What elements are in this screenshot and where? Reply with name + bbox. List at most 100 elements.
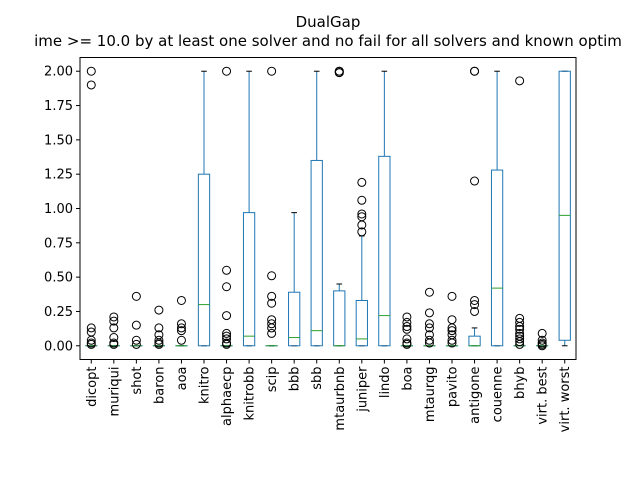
x-tick-label: dicopt [85, 367, 100, 407]
outlier-point [267, 298, 277, 308]
outlier-point [131, 339, 141, 349]
x-tick-label: lindo [378, 366, 393, 398]
outlier-point [515, 339, 525, 349]
chart-title: DualGap [296, 13, 361, 31]
box-aoa [175, 295, 188, 347]
box-baron [152, 305, 166, 349]
outlier-point [222, 265, 232, 275]
outlier-point [176, 323, 186, 333]
box-mtaurqg [423, 287, 436, 348]
outlier-point [470, 306, 480, 316]
outlier-point [357, 177, 367, 187]
outlier-point [470, 300, 480, 310]
outlier-point [86, 323, 96, 333]
outlier-point [222, 66, 232, 76]
outlier-point [447, 326, 457, 336]
box-virt-best [536, 328, 549, 351]
box-series [85, 66, 571, 351]
chart-subtitle: ime >= 10.0 by at least one solver and n… [34, 32, 622, 50]
outlier-point [109, 339, 119, 349]
outlier-point [402, 334, 412, 344]
outlier-point [176, 319, 186, 329]
outlier-point [515, 324, 525, 334]
outlier-point [424, 319, 434, 329]
outlier-point [357, 209, 367, 219]
y-tick-label: 0.25 [44, 305, 73, 320]
x-tick-label: bhyb [513, 367, 528, 399]
y-tick-label: 1.75 [44, 99, 73, 114]
y-tick-label: 2.00 [44, 65, 73, 80]
box-antigone [468, 66, 481, 347]
x-tick-label: knitro [198, 366, 213, 404]
outlier-point [537, 328, 547, 338]
box-iqr [242, 212, 256, 347]
outlier-point [222, 334, 232, 344]
box-bhyb [513, 76, 526, 349]
outlier-point [222, 339, 232, 349]
y-axis: 0.00 0.25 0.50 0.75 1.00 1.25 1.50 1.75 2.00 [44, 65, 80, 354]
box-mtaurbnb [333, 66, 346, 347]
y-tick-label: 1.25 [44, 168, 73, 183]
outlier-point [357, 227, 367, 237]
x-tick-label: muriqui [107, 367, 122, 417]
outlier-point [267, 328, 277, 338]
x-tick-label: virt. best [536, 367, 551, 425]
box-iqr [288, 291, 301, 347]
box-virt-worst [558, 70, 571, 347]
outlier-point [109, 312, 119, 322]
outlier-point [109, 333, 119, 343]
box-knitrobb [242, 70, 256, 347]
outlier-point [267, 271, 277, 281]
outlier-point [222, 282, 232, 292]
outlier-point [470, 176, 480, 186]
outlier-point [222, 328, 232, 338]
outlier-point [424, 308, 434, 318]
x-tick-label: shot [130, 367, 145, 395]
outlier-point [402, 324, 412, 334]
outlier-point [515, 317, 525, 327]
outlier-point [402, 312, 412, 322]
outlier-point [424, 335, 434, 345]
x-tick-label: boa [400, 367, 415, 391]
y-tick-label: 1.50 [44, 133, 73, 148]
outlier-point [131, 335, 141, 345]
outlier-point [154, 323, 164, 333]
outlier-point [515, 322, 525, 332]
x-axis: dicopt muriqui shot baron aoa knitro alphaecp k… [85, 359, 573, 433]
box-couenne [490, 70, 504, 347]
x-tick-label: antigone [468, 367, 483, 424]
outlier-point [176, 295, 186, 305]
outlier-point [131, 291, 141, 301]
box-iqr [197, 173, 211, 347]
box-iqr [310, 159, 323, 347]
x-tick-label: scip [265, 367, 280, 393]
outlier-point [447, 291, 457, 301]
outlier-point [470, 66, 480, 76]
outlier-point [109, 316, 119, 326]
outlier-point [515, 76, 525, 86]
outlier-point [424, 323, 434, 333]
box-alphaecp [220, 66, 233, 349]
box-boa [400, 312, 414, 349]
y-tick-label: 0.50 [44, 271, 73, 286]
outlier-point [86, 66, 96, 76]
y-tick-label: 0.00 [44, 339, 73, 354]
x-tick-label: baron [152, 367, 167, 404]
outlier-point [402, 317, 412, 327]
box-iqr [468, 335, 481, 347]
outlier-point [515, 337, 525, 347]
outlier-point [515, 334, 525, 344]
x-tick-label: mtaurqg [423, 367, 438, 423]
y-tick-label: 1.00 [44, 202, 73, 217]
outlier-point [267, 323, 277, 333]
y-tick-label: 0.75 [44, 236, 73, 251]
outlier-point [86, 335, 96, 345]
x-tick-label: virt. worst [558, 367, 573, 433]
box-shot [130, 291, 143, 349]
outlier-point [131, 320, 141, 330]
box-bbb [288, 212, 301, 347]
box-iqr [333, 290, 346, 347]
outlier-point [154, 335, 164, 345]
box-knitro [197, 70, 211, 347]
outlier-point [447, 338, 457, 348]
